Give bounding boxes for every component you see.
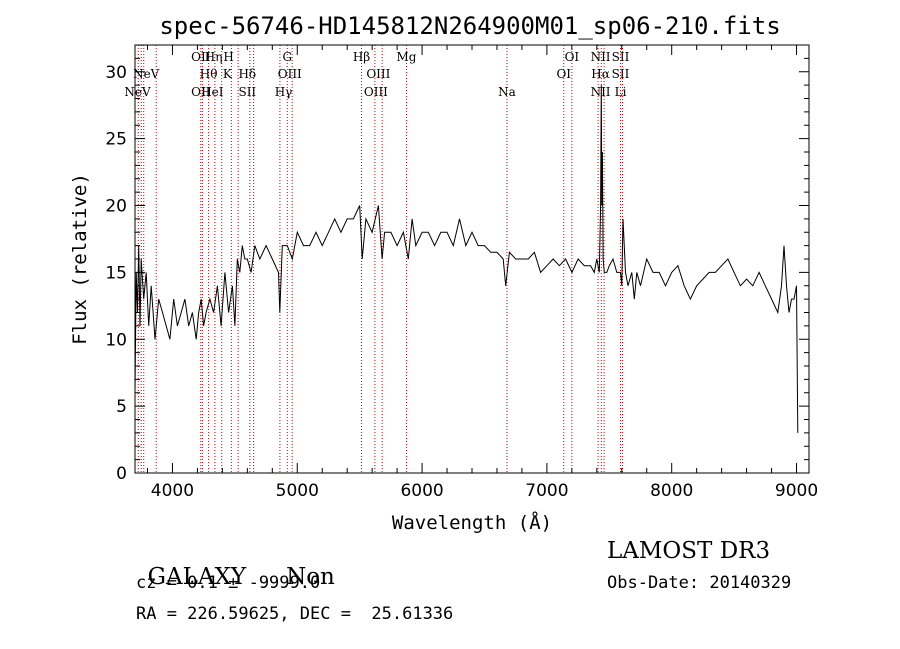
y-tick-label: 25 <box>105 130 127 150</box>
y-axis-label: Flux (relative) <box>69 173 91 345</box>
line-label: Hθ <box>200 67 218 81</box>
line-label: Mg <box>396 50 416 64</box>
object-subclass: Non <box>286 564 335 590</box>
redshift-text: cz = 0.1 ± -9999.0 <box>136 573 321 593</box>
line-label: OIII <box>366 67 390 81</box>
line-label: H <box>223 50 233 64</box>
line-label: OII <box>191 50 211 64</box>
y-tick-label: 0 <box>116 464 127 484</box>
line-label: Hη <box>205 50 223 64</box>
survey-name: LAMOST DR3 <box>607 538 771 564</box>
line-label: SII <box>612 67 630 81</box>
line-label: NeV <box>133 67 160 81</box>
line-label: Hδ <box>238 67 256 81</box>
plot-frame <box>134 44 810 474</box>
axes-layer: 4000 5000 6000 7000 8000 9000 0 5 10 15 20 25 30 <box>105 45 818 501</box>
line-label: OI <box>556 67 571 81</box>
chart-title: spec-56746-HD145812N264900M01_sp06-210.f… <box>159 12 780 40</box>
series-layer <box>134 85 799 433</box>
object-class: GALAXY <box>147 564 247 590</box>
y-tick-label: 20 <box>105 197 127 217</box>
line-label: SII <box>238 85 256 99</box>
line-label: OIII <box>278 67 302 81</box>
line-label: OI <box>565 50 580 64</box>
line-label: NII <box>591 85 611 99</box>
x-tick-label: 9000 <box>775 481 818 501</box>
object-class-row: GALAXY Non <box>133 538 335 590</box>
line-label: OIII <box>364 85 388 99</box>
line-label: OII <box>191 85 211 99</box>
line-label: NeV <box>124 85 151 99</box>
y-tick-label: 10 <box>105 330 127 350</box>
line-label: Hα <box>591 67 610 81</box>
line-label: G <box>282 50 292 64</box>
y-tick-label: 30 <box>105 63 127 83</box>
line-label: Na <box>498 85 516 99</box>
spectrum-series <box>134 85 799 433</box>
line-label: Hβ <box>353 50 370 64</box>
x-tick-label: 6000 <box>400 481 443 501</box>
x-tick-label: 5000 <box>276 481 319 501</box>
emission-lines-layer <box>137 45 624 473</box>
line-label: HeI <box>201 85 224 99</box>
line-label: SII <box>612 50 630 64</box>
x-tick-label: 7000 <box>525 481 568 501</box>
line-label: Li <box>615 85 627 99</box>
x-tick-label: 4000 <box>151 481 194 501</box>
x-tick-label: 8000 <box>650 481 693 501</box>
line-label: K <box>223 67 233 81</box>
coordinates-text: RA = 226.59625, DEC = 25.61336 <box>136 604 454 624</box>
y-tick-label: 15 <box>105 263 127 283</box>
obs-date: Obs-Date: 20140329 <box>607 573 792 593</box>
x-axis-label: Wavelength (Å) <box>392 511 552 534</box>
line-label: NII <box>591 50 611 64</box>
y-tick-label: 5 <box>116 397 127 417</box>
line-label: Hγ <box>275 85 293 99</box>
